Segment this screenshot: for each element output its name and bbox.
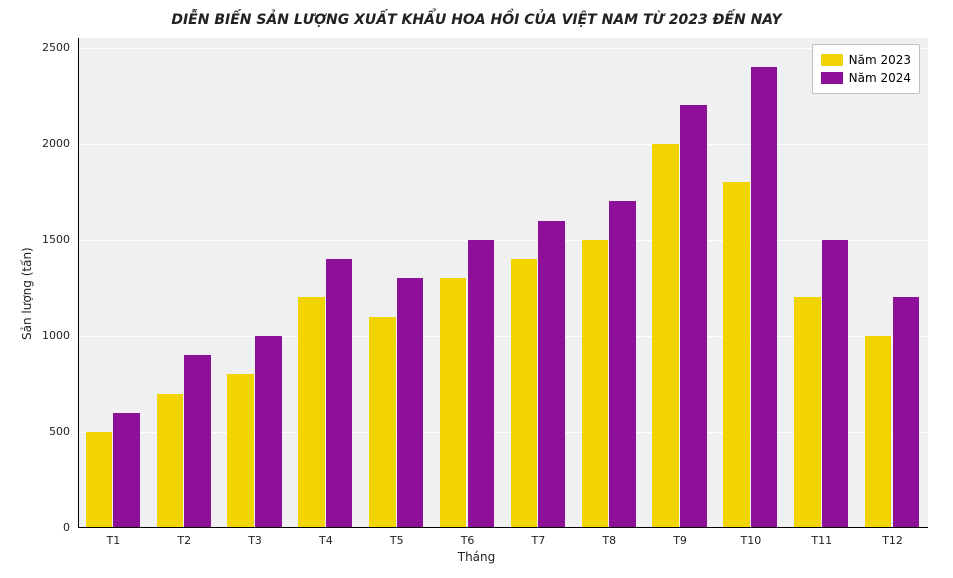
axis-spine-left (78, 38, 79, 528)
legend-label: Năm 2023 (849, 51, 911, 69)
bar (468, 240, 495, 528)
bar (440, 278, 467, 528)
x-tick-label: T7 (503, 534, 574, 547)
legend-label: Năm 2024 (849, 69, 911, 87)
bar (582, 240, 609, 528)
bar (298, 297, 325, 528)
bar (397, 278, 424, 528)
bar (255, 336, 282, 528)
gridline (78, 48, 928, 49)
bar (723, 182, 750, 528)
bar (822, 240, 849, 528)
bar (893, 297, 920, 528)
bar (86, 432, 113, 528)
y-axis-label: Sản lượng (tấn) (20, 247, 34, 340)
bar (865, 336, 892, 528)
y-tick-label: 2000 (30, 137, 70, 150)
y-tick-label: 1000 (30, 329, 70, 342)
x-tick-label: T5 (361, 534, 432, 547)
bar (680, 105, 707, 528)
y-tick-label: 2500 (30, 41, 70, 54)
y-tick-label: 0 (30, 521, 70, 534)
axis-spine-bottom (78, 527, 928, 528)
bar (794, 297, 821, 528)
y-tick-label: 1500 (30, 233, 70, 246)
x-tick-label: T6 (432, 534, 503, 547)
x-tick-label: T9 (645, 534, 716, 547)
bar (652, 144, 679, 528)
chart-container: DIỄN BIẾN SẢN LƯỢNG XUẤT KHẨU HOA HỒI CỦ… (0, 0, 953, 578)
legend: Năm 2023Năm 2024 (812, 44, 920, 94)
legend-item: Năm 2024 (821, 69, 911, 87)
bar (511, 259, 538, 528)
x-tick-label: T2 (149, 534, 220, 547)
bar (227, 374, 254, 528)
x-tick-label: T1 (78, 534, 149, 547)
x-axis-label: Tháng (0, 550, 953, 564)
bar (157, 394, 184, 529)
bar (609, 201, 636, 528)
bar (113, 413, 140, 528)
legend-swatch (821, 72, 843, 84)
bar (326, 259, 353, 528)
x-tick-label: T8 (574, 534, 645, 547)
gridline (78, 144, 928, 145)
bar (538, 221, 565, 528)
y-tick-label: 500 (30, 425, 70, 438)
bar (751, 67, 778, 528)
x-tick-label: T4 (291, 534, 362, 547)
gridline (78, 240, 928, 241)
legend-item: Năm 2023 (821, 51, 911, 69)
bar (184, 355, 211, 528)
legend-swatch (821, 54, 843, 66)
gridline (78, 528, 928, 529)
plot-area (78, 38, 928, 528)
x-tick-label: T11 (786, 534, 857, 547)
x-tick-label: T10 (716, 534, 787, 547)
chart-title: DIỄN BIẾN SẢN LƯỢNG XUẤT KHẨU HOA HỒI CỦ… (0, 12, 953, 28)
x-tick-label: T3 (220, 534, 291, 547)
bar (369, 317, 396, 528)
x-tick-label: T12 (857, 534, 928, 547)
